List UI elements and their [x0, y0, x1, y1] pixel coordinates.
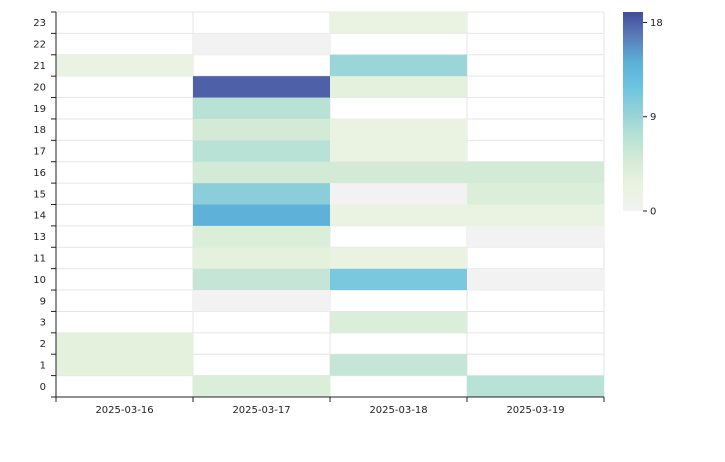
heatmap-cell [56, 54, 193, 77]
heatmap-cell [467, 225, 604, 248]
y-tick-label: 17 [33, 147, 46, 158]
heatmap-cell [193, 97, 330, 119]
heatmap-cell [193, 183, 330, 205]
heatmap-cell [330, 204, 467, 226]
heatmap-cell [193, 118, 330, 141]
heatmap-cell [193, 290, 330, 312]
heatmap-cell [330, 76, 467, 98]
legend-tick-label: 0 [650, 207, 656, 218]
heatmap-cell [467, 268, 604, 291]
y-tick-label: 19 [33, 104, 46, 115]
heatmap-cell [193, 33, 330, 55]
x-tick-label: 2025-03-19 [506, 405, 564, 416]
y-tick-label: 20 [33, 82, 46, 93]
heatmap-cell [330, 354, 467, 376]
y-tick-label: 16 [33, 168, 46, 179]
heatmap-cell [193, 375, 330, 397]
y-tick-label: 15 [33, 189, 46, 200]
heatmap-cell [330, 118, 467, 141]
heatmap-cell [193, 161, 330, 184]
y-tick-label: 18 [33, 125, 46, 136]
y-tick-label: 23 [33, 18, 46, 29]
heatmap-cells [55, 11, 605, 398]
heatmap-cell [467, 375, 604, 397]
y-tick-label: 0 [40, 382, 46, 393]
y-tick-label: 3 [40, 318, 46, 329]
y-tick-label: 9 [40, 296, 46, 307]
heatmap-cell [330, 140, 467, 162]
x-tick-label: 2025-03-17 [232, 405, 290, 416]
heatmap-cell [330, 161, 467, 184]
y-tick-label: 22 [33, 40, 46, 51]
heatmap-cell [56, 332, 193, 355]
legend-tick-label: 9 [650, 112, 656, 123]
heatmap-cell [467, 183, 604, 205]
heatmap-cell [330, 54, 467, 77]
heatmap-cell [330, 247, 467, 269]
heatmap-cell [330, 268, 467, 291]
heatmap-cell [193, 140, 330, 162]
heatmap-cell [193, 204, 330, 226]
heatmap-cell [330, 183, 467, 205]
y-tick-label: 14 [33, 211, 46, 222]
x-tick-label: 2025-03-16 [95, 405, 153, 416]
heatmap-cell [330, 12, 467, 34]
heatmap-cell [330, 311, 467, 333]
y-tick-label: 2 [40, 339, 46, 350]
heatmap-cell [56, 354, 193, 376]
heatmap-cell [193, 76, 330, 98]
heatmap-cell [193, 247, 330, 269]
x-tick-label: 2025-03-18 [369, 405, 427, 416]
y-tick-label: 21 [33, 61, 46, 72]
heatmap-axes: 01239101113141516171819202122232025-03-1… [33, 11, 605, 416]
legend-tick-label: 18 [650, 18, 663, 29]
y-tick-label: 1 [40, 360, 46, 371]
heatmap-cell [193, 268, 330, 291]
color-legend: 0 9 18 [623, 12, 663, 218]
y-tick-label: 11 [33, 253, 46, 264]
y-tick-label: 10 [33, 275, 46, 286]
heatmap-cell [467, 204, 604, 226]
heatmap-cell [193, 225, 330, 248]
legend-color-bar [623, 12, 643, 211]
y-tick-label: 13 [33, 232, 46, 243]
heatmap-cell [467, 161, 604, 184]
